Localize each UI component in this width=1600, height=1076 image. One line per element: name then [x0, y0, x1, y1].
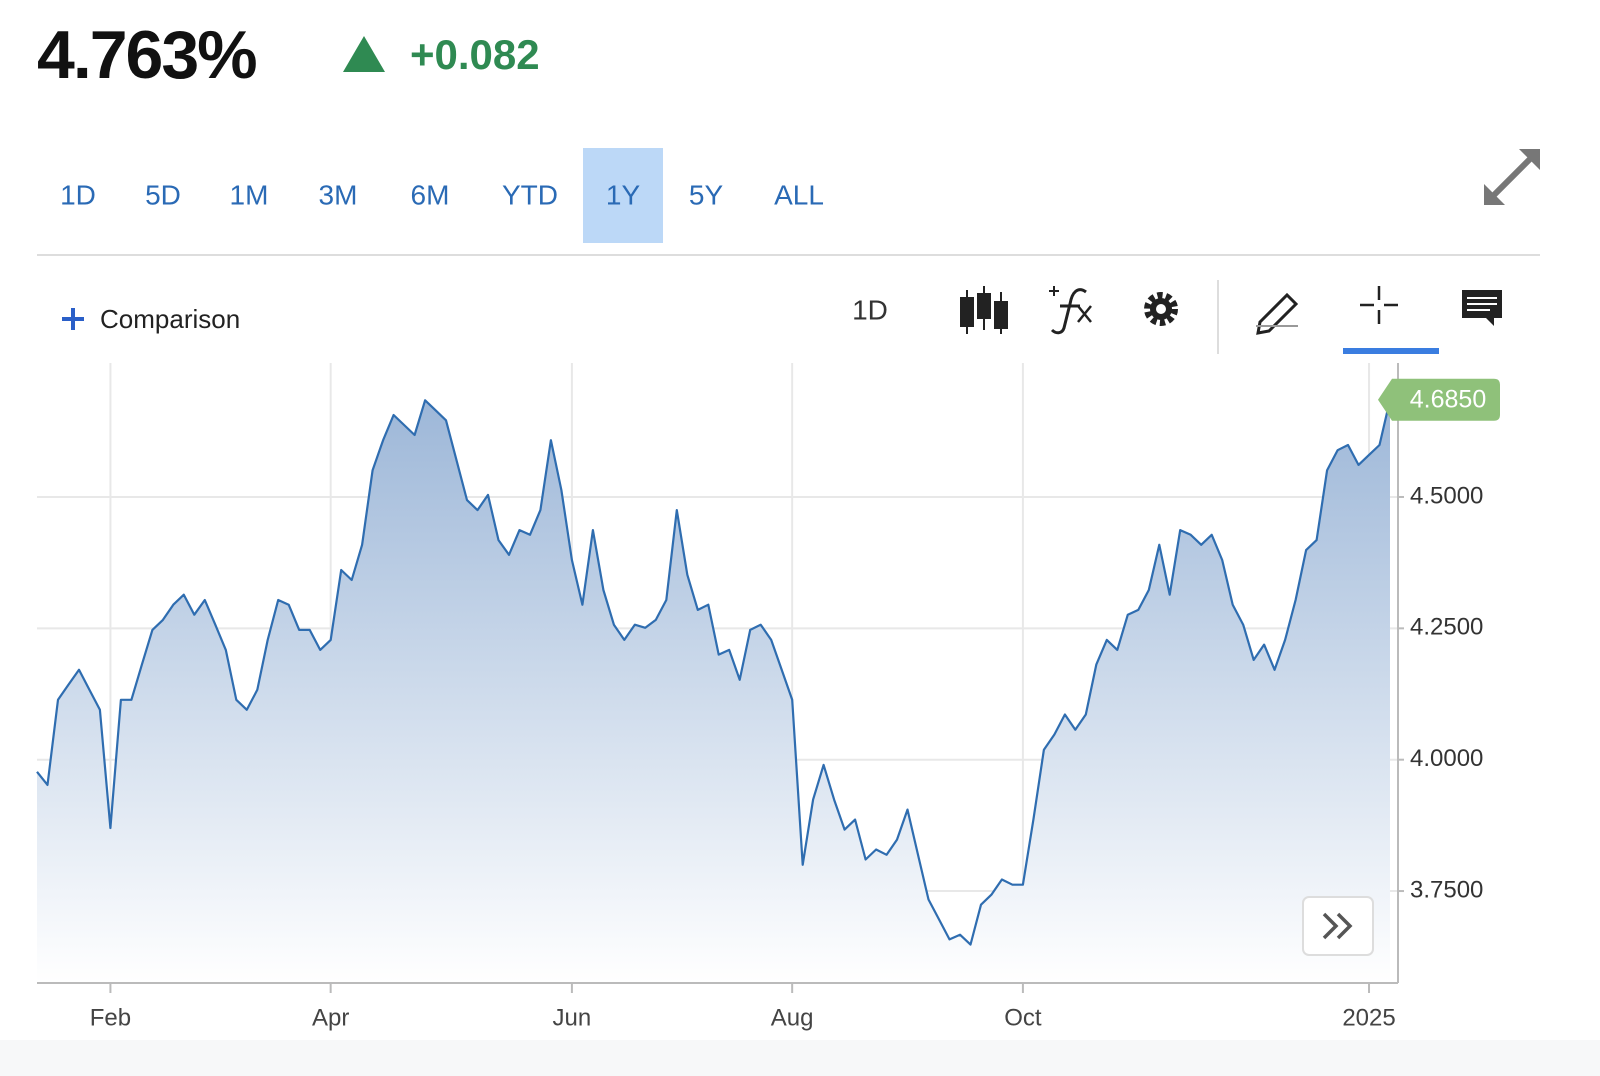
y-tick-label: 4.5000 — [1410, 482, 1483, 509]
range-button[interactable]: YTD — [502, 179, 558, 210]
area-fill — [37, 399, 1390, 983]
range-button[interactable]: 1Y — [606, 179, 641, 210]
interval-button[interactable]: 1D — [852, 294, 888, 325]
plot-area: 3.7500 4.0000 4.2500 4.5000 Feb Apr Jun Aug Oct 2… — [36, 363, 1500, 1031]
range-button[interactable]: 1M — [230, 179, 269, 210]
range-button[interactable]: 5D — [145, 179, 181, 210]
comment-button[interactable] — [1462, 290, 1502, 326]
footer-strip — [0, 1040, 1600, 1076]
last-price-tag — [1378, 378, 1500, 421]
y-tick-label: 3.7500 — [1410, 876, 1483, 903]
range-button[interactable]: 6M — [411, 179, 450, 210]
x-tick-label: Apr — [312, 1004, 349, 1031]
chart-type-button[interactable] — [960, 286, 1008, 334]
price-line — [36, 399, 1392, 946]
price: 4.763% — [37, 17, 256, 93]
comparison-button[interactable]: Comparison — [62, 304, 240, 334]
x-tick-label: Feb — [90, 1004, 131, 1031]
range-active-bg — [583, 148, 663, 243]
y-tick-label: 4.2500 — [1410, 614, 1483, 641]
y-tick-label: 4.0000 — [1410, 745, 1483, 772]
settings-button[interactable] — [1144, 292, 1178, 326]
expand-button[interactable] — [1484, 149, 1540, 205]
range-selector: 1D 5D 1M 3M 6M YTD 1Y 5Y ALL — [60, 148, 824, 243]
draw-button[interactable] — [1256, 292, 1299, 335]
scroll-right-button[interactable] — [1302, 896, 1374, 956]
comparison-label: Comparison — [100, 304, 240, 334]
range-button[interactable]: 5Y — [689, 179, 724, 210]
last-price-label: 4.6850 — [1410, 385, 1486, 413]
x-tick-label: Aug — [771, 1004, 814, 1031]
crosshair-button[interactable] — [1343, 286, 1439, 354]
range-button[interactable]: 3M — [319, 179, 358, 210]
price-change: +0.082 — [410, 31, 540, 78]
x-tick-label: 2025 — [1342, 1004, 1395, 1031]
range-button[interactable]: ALL — [774, 179, 824, 210]
x-tick-label: Jun — [553, 1004, 592, 1031]
up-arrow — [343, 36, 385, 72]
indicators-button[interactable] — [1049, 286, 1092, 335]
x-tick-label: Oct — [1004, 1004, 1042, 1031]
range-button[interactable]: 1D — [60, 179, 96, 210]
